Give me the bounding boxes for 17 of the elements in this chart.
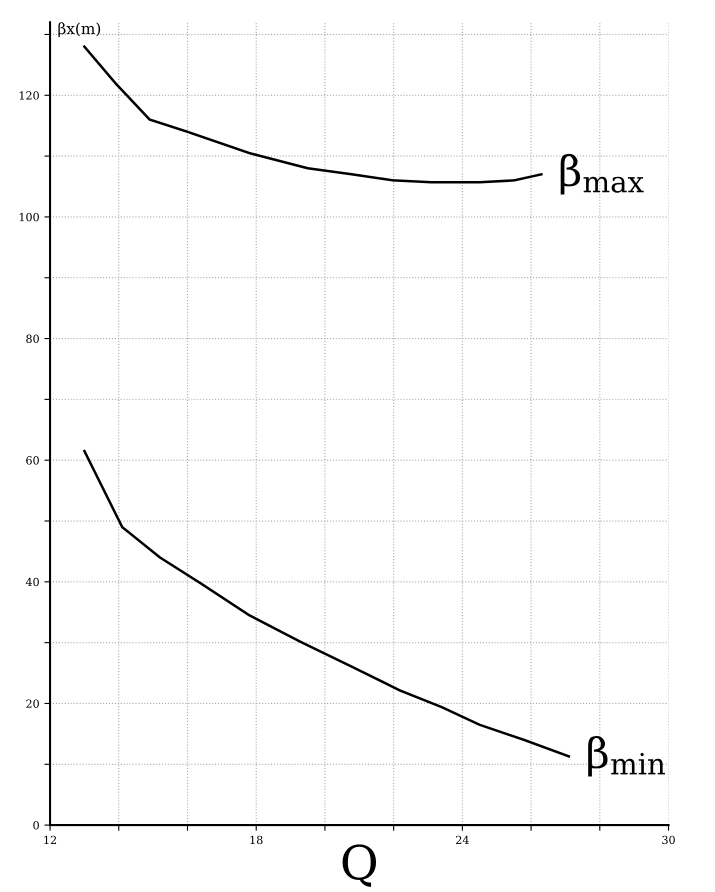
x-tick-label: 12: [44, 836, 56, 844]
y-tick-label: 40: [26, 578, 39, 586]
y-tick-label: 20: [26, 699, 39, 708]
x-tick-label: 24: [456, 836, 469, 844]
x-tick-label: 30: [662, 836, 675, 844]
x-tick-label: 18: [250, 836, 263, 844]
y-tick-label: 80: [26, 334, 39, 343]
y-tick-label: 0: [33, 821, 39, 830]
y-tick-label: 100: [20, 212, 39, 222]
y-axis-title: βx(m): [58, 22, 100, 38]
line-series: [83, 45, 543, 184]
series-label: β$_{min}$: [588, 736, 665, 777]
y-tick-label: 60: [26, 456, 39, 465]
series-label: β$_{max}$: [560, 154, 644, 194]
line-series: [83, 450, 570, 758]
y-tick-label: 120: [20, 91, 39, 100]
x-axis-title: Q: [342, 844, 376, 887]
